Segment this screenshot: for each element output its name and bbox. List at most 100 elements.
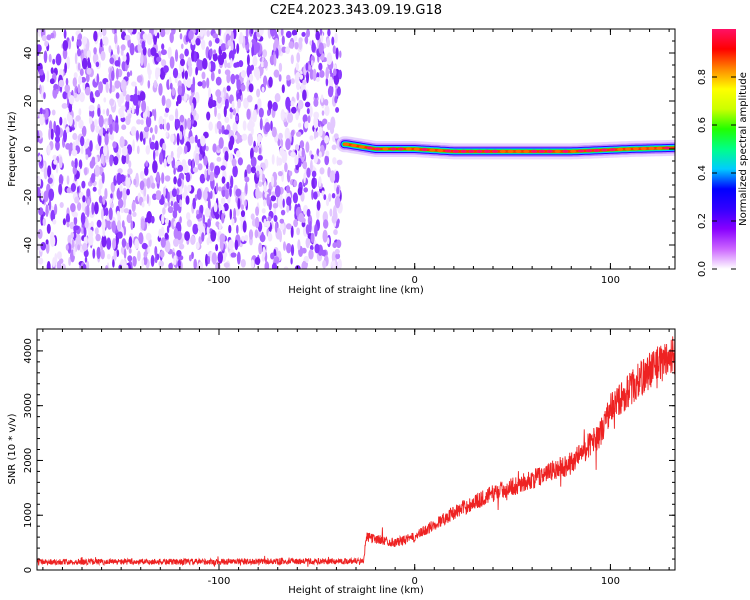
noise-cell xyxy=(271,154,275,165)
noise-cell xyxy=(196,188,202,201)
noise-cell xyxy=(142,33,148,41)
noise-cell xyxy=(158,83,163,96)
noise-cell xyxy=(258,29,264,36)
noise-cell xyxy=(224,189,229,200)
noise-cell xyxy=(185,195,190,205)
noise-cell xyxy=(167,191,170,203)
noise-cell xyxy=(105,207,109,216)
signal-peak xyxy=(398,147,404,151)
noise-cell xyxy=(213,202,218,213)
noise-cell xyxy=(304,101,311,108)
noise-cell xyxy=(62,40,69,51)
noise-cell xyxy=(46,34,52,41)
noise-cell xyxy=(179,33,183,40)
noise-cell xyxy=(126,71,130,78)
noise-cell xyxy=(326,237,330,245)
noise-cell xyxy=(147,246,151,254)
noise-cell xyxy=(285,96,291,110)
noise-cell xyxy=(68,39,72,50)
noise-cell xyxy=(302,79,307,85)
noise-cell xyxy=(240,84,246,92)
noise-cell xyxy=(81,243,88,252)
noise-cell xyxy=(81,227,84,235)
noise-cell xyxy=(177,164,184,172)
noise-cell xyxy=(92,186,97,192)
noise-cell xyxy=(304,121,309,129)
noise-cell xyxy=(173,227,179,239)
signal-peak xyxy=(343,142,350,146)
noise-cell xyxy=(229,185,232,197)
noise-cell xyxy=(177,85,182,96)
signal-peak xyxy=(538,149,545,153)
noise-cell xyxy=(152,160,158,174)
noise-cell xyxy=(235,61,240,68)
noise-cell xyxy=(338,69,342,80)
noise-cell xyxy=(322,260,327,269)
figure-title: C2E4.2023.343.09.19.G18 xyxy=(270,3,442,18)
noise-cell xyxy=(294,144,300,151)
noise-cell xyxy=(236,224,239,234)
noise-cell xyxy=(246,164,252,174)
noise-cell xyxy=(290,129,295,137)
noise-cell xyxy=(65,213,70,224)
signal-peak xyxy=(632,147,639,151)
noise-cell xyxy=(45,204,49,218)
noise-cell xyxy=(233,208,237,220)
noise-cell xyxy=(132,256,137,267)
noise-cell xyxy=(186,117,191,130)
noise-cell xyxy=(215,37,220,44)
noise-cell xyxy=(72,141,76,154)
noise-cell xyxy=(285,223,292,230)
noise-cell xyxy=(209,48,213,57)
noise-cell xyxy=(109,98,115,107)
noise-cell xyxy=(284,127,290,141)
noise-cell xyxy=(128,236,133,249)
noise-cell xyxy=(154,246,158,257)
noise-cell xyxy=(100,124,103,137)
noise-cell xyxy=(252,109,257,123)
noise-cell xyxy=(68,256,71,266)
noise-cell xyxy=(206,30,210,37)
noise-cell xyxy=(207,218,212,228)
noise-cell xyxy=(301,261,308,269)
noise-cell xyxy=(59,156,63,169)
signal-peak xyxy=(507,149,514,153)
noise-cell xyxy=(246,54,250,66)
signal-peak xyxy=(601,148,608,152)
noise-cell xyxy=(276,157,283,166)
noise-cell xyxy=(214,165,221,176)
noise-cell xyxy=(176,133,180,146)
noise-cell xyxy=(77,202,82,211)
signal-peak xyxy=(413,147,420,151)
noise-cell xyxy=(315,30,321,41)
noise-cell xyxy=(121,146,128,157)
noise-cell xyxy=(221,212,225,224)
noise-cell xyxy=(147,80,151,89)
noise-cell xyxy=(118,198,124,209)
signal-peak xyxy=(445,149,451,153)
noise-cell xyxy=(255,206,260,216)
noise-cell xyxy=(293,179,298,188)
noise-cell xyxy=(163,158,167,168)
noise-cell xyxy=(294,72,299,85)
noise-cell xyxy=(318,176,322,188)
noise-cell xyxy=(167,201,171,207)
noise-cell xyxy=(333,133,339,139)
noise-cell xyxy=(121,124,127,130)
noise-cell xyxy=(97,188,102,196)
noise-cell xyxy=(95,61,100,68)
noise-cell xyxy=(86,188,91,198)
noise-cell xyxy=(296,91,300,101)
noise-cell xyxy=(177,259,181,269)
noise-cell xyxy=(236,43,240,54)
noise-cell xyxy=(70,232,74,239)
noise-cell xyxy=(137,42,143,53)
noise-cell xyxy=(86,49,92,60)
noise-cell xyxy=(88,116,93,125)
noise-cell xyxy=(322,118,328,125)
noise-cell xyxy=(127,168,133,175)
noise-cell xyxy=(173,221,177,227)
noise-cell xyxy=(161,59,167,67)
noise-cell xyxy=(90,221,94,228)
